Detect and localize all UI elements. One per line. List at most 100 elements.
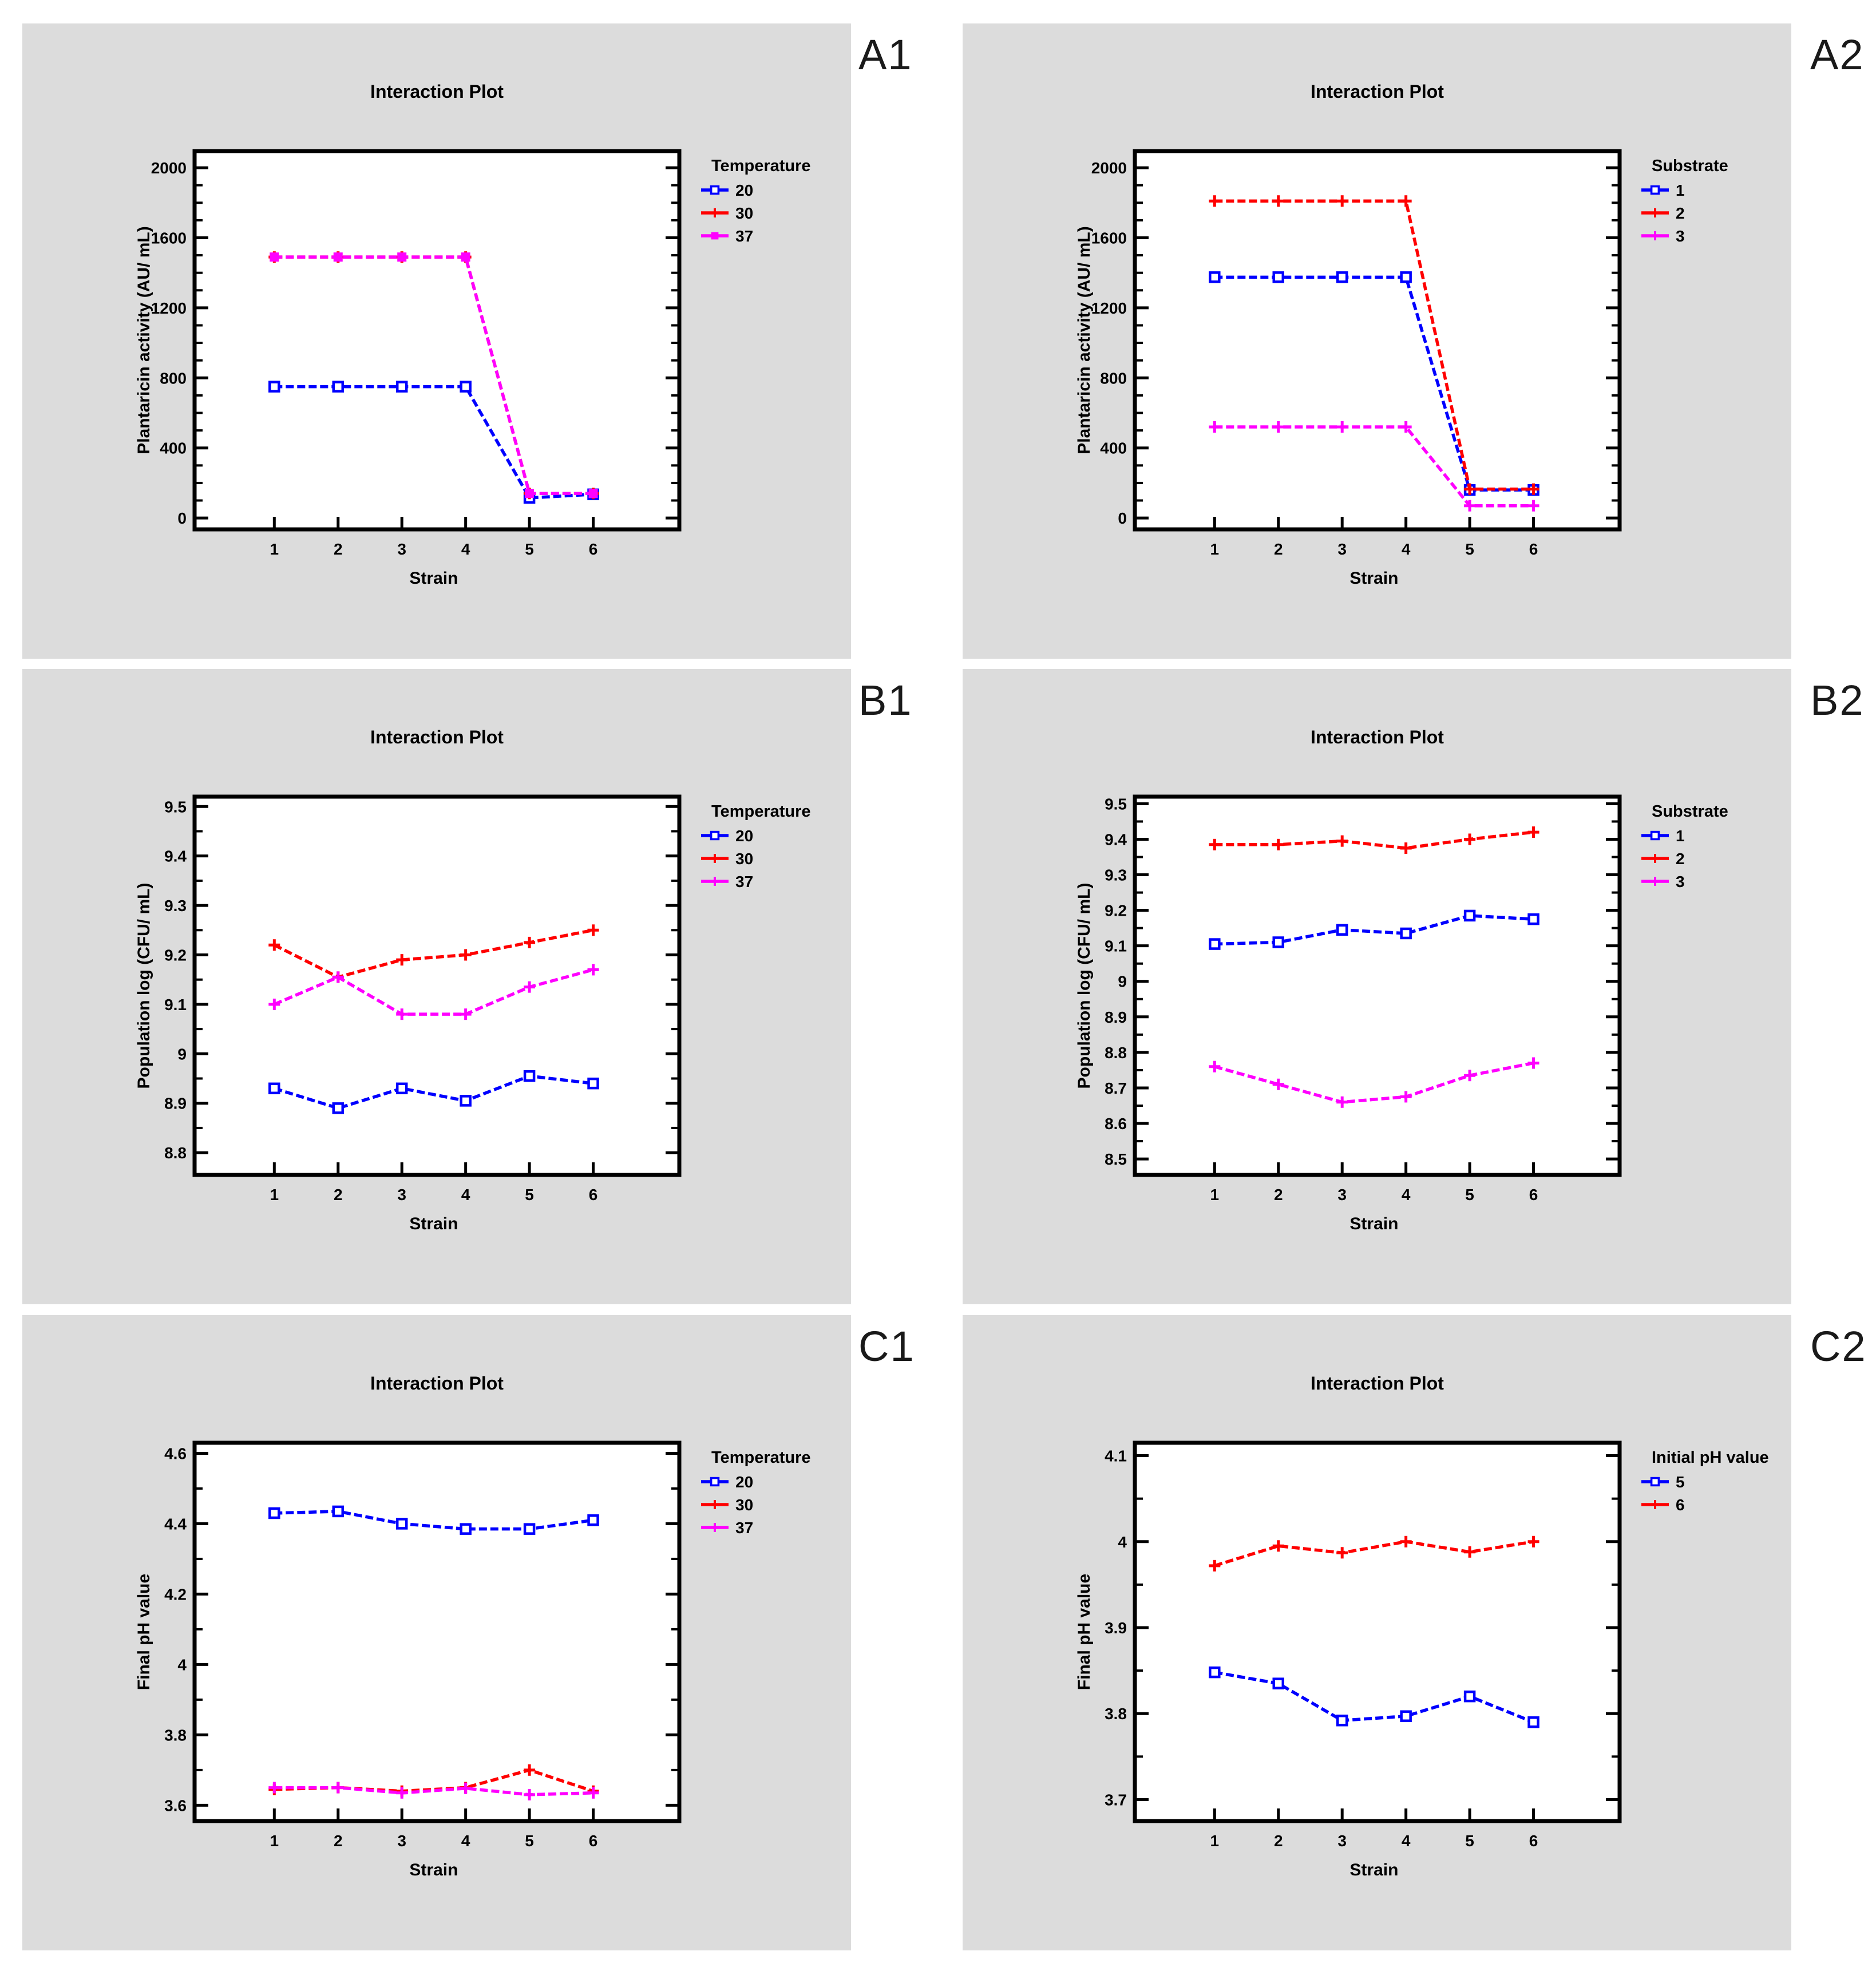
x-tick-label: 5 [525,1832,534,1850]
marker-square-open [395,1518,408,1530]
plot-area [195,1443,679,1821]
legend-label-30: 30 [735,1496,753,1514]
y-tick-label: 1200 [151,299,187,317]
chart-A2: Interaction Plot 0 400 800 1200 1600 2000 1 2 3 4 5… [1075,81,1728,588]
y-tick-label: 9.4 [164,848,187,865]
x-tick-label: 6 [589,1186,598,1204]
y-tick-label: 8.6 [1105,1115,1127,1133]
panel-label-A1: A1 [858,31,913,78]
series-line-37 [274,968,594,1016]
marker-square-open [1400,1710,1412,1722]
y-tick-label: 3.9 [1105,1619,1127,1637]
legend-label-37: 37 [735,873,753,890]
x-tick-label: 2 [1274,1832,1283,1850]
x-axis-label: Strain [409,569,458,588]
legend-title: Temperature [711,802,811,821]
marker-square-open [268,381,280,393]
plot-frame [1133,1440,1622,1823]
series-line-30 [274,928,594,979]
chart-title: Interaction Plot [370,1373,504,1394]
y-tick-label: 8.7 [1105,1079,1127,1097]
plot-area [195,797,679,1175]
marker-square-open [460,1523,472,1535]
marker-square-filled [588,489,598,498]
series-line-20 [274,1074,593,1110]
y-tick-label: 1200 [1091,299,1127,317]
marker-square-open [332,381,345,393]
panel-label-C2: C2 [1810,1323,1867,1370]
legend-label-1: 1 [1676,181,1685,199]
plot-frame [192,149,682,532]
y-tick-label: 8.9 [164,1095,187,1113]
legend-label-6: 6 [1676,1496,1685,1514]
panel-B1: Interaction Plot 8.8 8.9 9 9.1 9.2 9.3 9.4 9.5 1 2… [22,669,851,1304]
y-tick-label: 9.1 [1105,937,1127,955]
marker-square-filled [525,489,535,498]
y-tick-label: 0 [177,509,187,527]
x-tick-label: 6 [1529,1186,1538,1204]
x-tick-label: 6 [589,540,598,558]
plot-area [1135,797,1620,1175]
chart-C2: Interaction Plot 3.7 3.8 3.9 4 4.1 1 2 3 4 5 6 Strai… [1075,1373,1769,1879]
legend-label-1: 1 [1676,827,1685,845]
x-tick-label: 2 [1274,1186,1283,1204]
legend-title: Temperature [711,1448,811,1467]
x-tick-label: 2 [334,1832,343,1850]
y-tick-label: 3.8 [1105,1705,1127,1723]
panel-label-A2: A2 [1810,31,1865,78]
plot-area [1135,151,1620,529]
y-axis-label: Population log (CFU/ mL) [1075,883,1094,1089]
marker-square-open [268,1082,280,1095]
y-tick-label: 9.1 [164,996,187,1014]
marker-square-filled [711,232,719,240]
y-tick-label: 400 [1100,440,1127,457]
y-axis-label: Plantaricin activity (AU/ mL) [1075,226,1094,454]
marker-square-open [1650,185,1660,195]
marker-square-filled [461,252,470,262]
x-tick-label: 2 [334,1186,343,1204]
x-tick-label: 1 [270,1832,279,1850]
legend-label-37: 37 [735,1519,753,1537]
series-line-3 [1214,425,1534,508]
x-tick-label: 6 [1529,1832,1538,1850]
y-tick-label: 9.3 [1105,866,1127,884]
x-tick-label: 5 [525,540,534,558]
x-tick-label: 5 [1465,1186,1474,1204]
legend-label-20: 20 [735,181,753,199]
marker-square-open [1650,830,1660,841]
marker-square-open [1527,1716,1539,1728]
marker-square-open [587,1514,599,1526]
series-line-37 [274,1786,593,1796]
chart-title: Interaction Plot [1311,727,1444,747]
x-axis-label: Strain [1349,569,1398,588]
marker-square-open [395,1082,408,1095]
x-tick-label: 5 [525,1186,534,1204]
plot-frame [1133,794,1622,1177]
x-axis-label: Strain [1349,1214,1398,1233]
marker-square-open [395,381,408,393]
series-line-37 [274,255,593,496]
panel-B2: Interaction Plot 8.5 8.6 8.7 8.8 8.9 9 9.1 9.2 9.… [963,669,1791,1304]
x-tick-label: 5 [1465,1832,1474,1850]
y-tick-label: 800 [1100,369,1127,387]
x-tick-label: 1 [1210,1832,1220,1850]
marker-square-open [1650,1477,1660,1487]
series-line-20 [274,1510,593,1531]
legend-title: Substrate [1652,802,1728,821]
y-tick-label: 9.5 [164,798,187,816]
plot-frame [192,794,682,1177]
y-tick-label: 4 [1118,1533,1127,1551]
y-tick-label: 9.4 [1105,830,1127,848]
legend-label-3: 3 [1676,227,1685,245]
panel-label-C1: C1 [858,1323,915,1370]
legend-label-20: 20 [735,1473,753,1491]
x-axis-label: Strain [409,1861,458,1879]
chart-title: Interaction Plot [1311,81,1444,102]
marker-square-open [1272,1677,1285,1689]
x-tick-label: 4 [1402,540,1411,558]
series-line-1 [1214,914,1534,946]
panel-C1: Interaction Plot 3.6 3.8 4 4.2 4.4 4.6 1 2 3 4 5 6 St… [22,1315,851,1950]
x-tick-label: 4 [461,540,470,558]
x-tick-label: 4 [1402,1186,1411,1204]
